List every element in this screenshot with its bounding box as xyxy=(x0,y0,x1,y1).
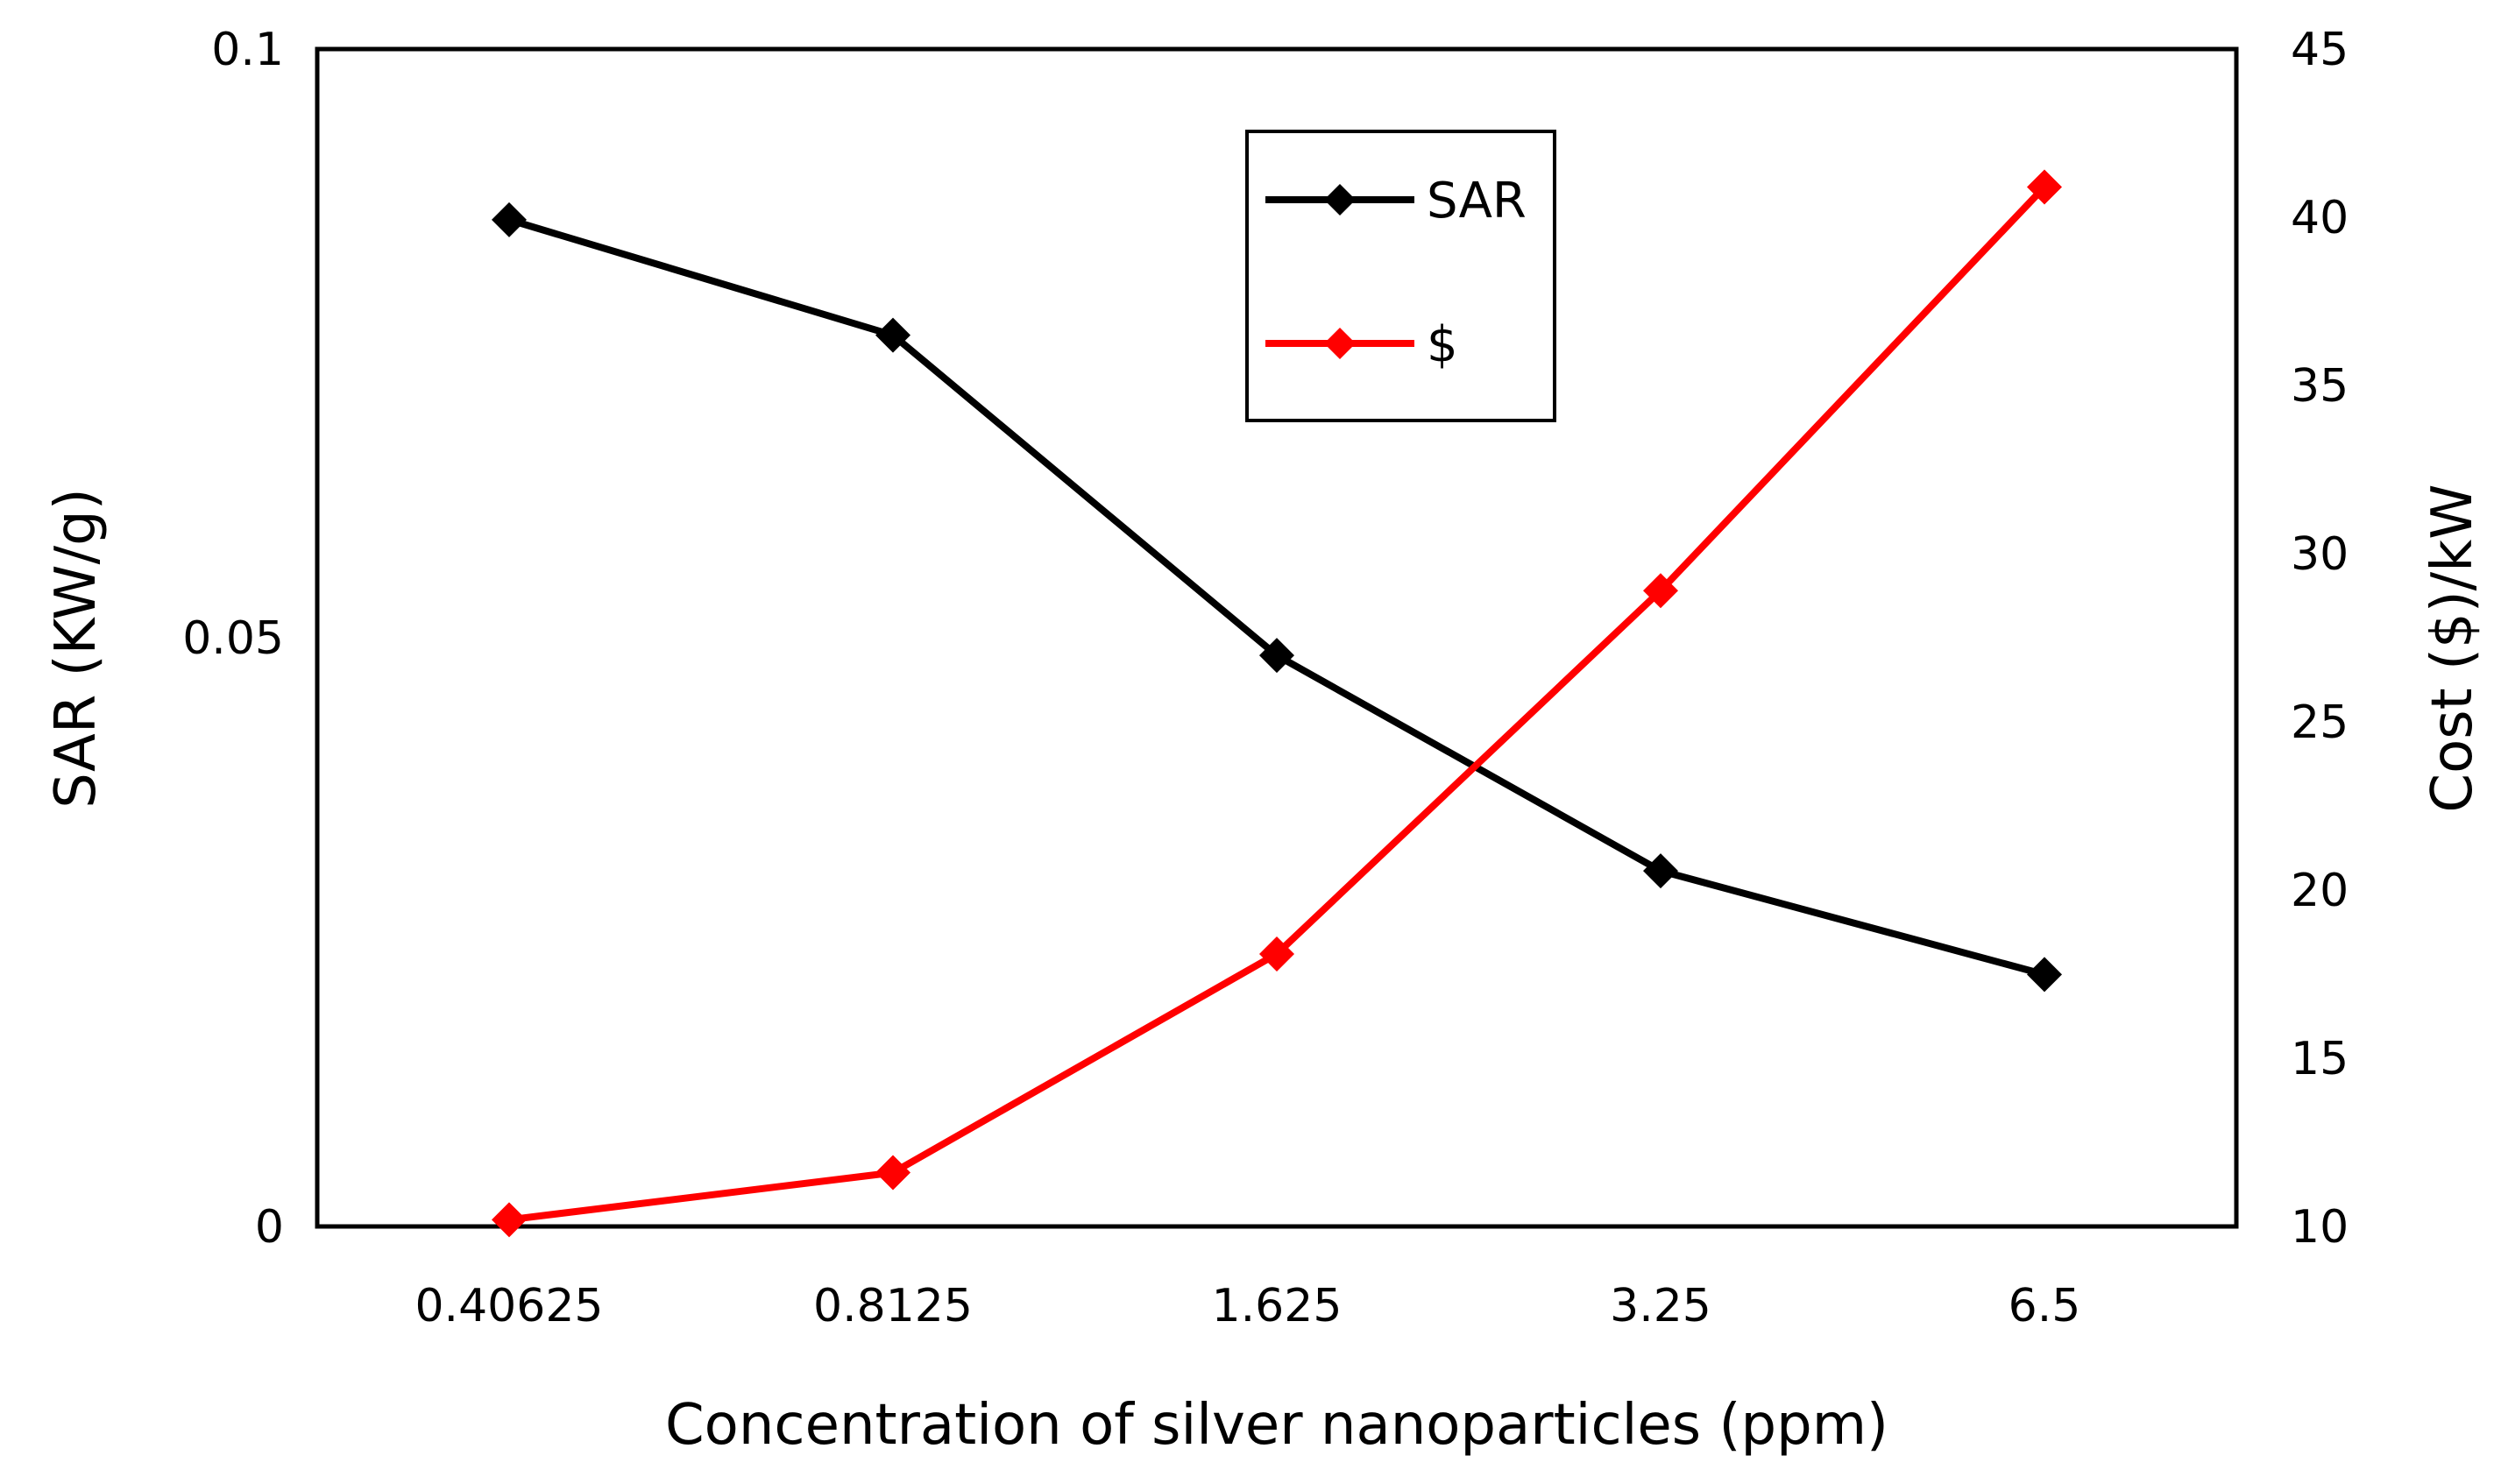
y2-tick-label: 20 xyxy=(2291,865,2349,917)
x-axis-title: Concentration of silver nanoparticles (p… xyxy=(665,1393,1888,1458)
data-point-marker xyxy=(492,1202,527,1238)
series-layer xyxy=(492,169,2062,1238)
data-point-marker xyxy=(1643,853,1678,889)
data-point-marker xyxy=(2027,957,2062,993)
y2-tick-label: 30 xyxy=(2291,528,2349,581)
data-point-marker xyxy=(1643,573,1678,609)
x-tick-label: 0.8125 xyxy=(813,1280,973,1332)
legend-label-sar: SAR xyxy=(1427,173,1527,230)
data-point-marker xyxy=(2027,169,2062,205)
series-sar xyxy=(492,201,2062,993)
data-point-marker xyxy=(1259,936,1294,972)
y-tick-label: 0.05 xyxy=(182,612,284,665)
y-axis-title: SAR (KW/g) xyxy=(44,488,109,809)
x-tick-label: 6.5 xyxy=(2009,1280,2081,1332)
legend-box xyxy=(1245,130,1556,422)
data-point-marker xyxy=(1259,638,1294,674)
y2-tick-label: 40 xyxy=(2291,192,2349,244)
y2-tick-label: 10 xyxy=(2291,1201,2349,1254)
y2-tick-label: 35 xyxy=(2291,360,2349,413)
x-tick-label: 0.40625 xyxy=(414,1280,603,1332)
y-tick-label: 0 xyxy=(255,1201,284,1254)
y2-axis-title: Cost ($)/kW xyxy=(2420,484,2485,812)
y2-axis-ticks: 10 15 20 25 30 35 40 45 xyxy=(2291,24,2349,1254)
x-tick-label: 3.25 xyxy=(1610,1280,1711,1332)
legend: SAR $ xyxy=(1245,130,1556,422)
data-point-marker xyxy=(492,201,527,237)
y-tick-label: 0.1 xyxy=(211,24,284,76)
x-axis-ticks: 0.40625 0.8125 1.625 3.25 6.5 xyxy=(414,1280,2080,1332)
data-point-marker xyxy=(875,317,910,353)
y2-tick-label: 15 xyxy=(2291,1033,2349,1085)
y2-tick-label: 45 xyxy=(2291,24,2349,76)
data-point-marker xyxy=(875,1155,910,1191)
legend-marker-cost xyxy=(1324,328,1356,359)
series-cost xyxy=(492,169,2062,1238)
x-tick-label: 1.625 xyxy=(1212,1280,1343,1332)
legend-marker-sar xyxy=(1324,184,1356,216)
legend-label-cost: $ xyxy=(1427,316,1458,373)
y-axis-ticks: 0 0.05 0.1 xyxy=(182,24,284,1254)
y2-tick-label: 25 xyxy=(2291,696,2349,749)
